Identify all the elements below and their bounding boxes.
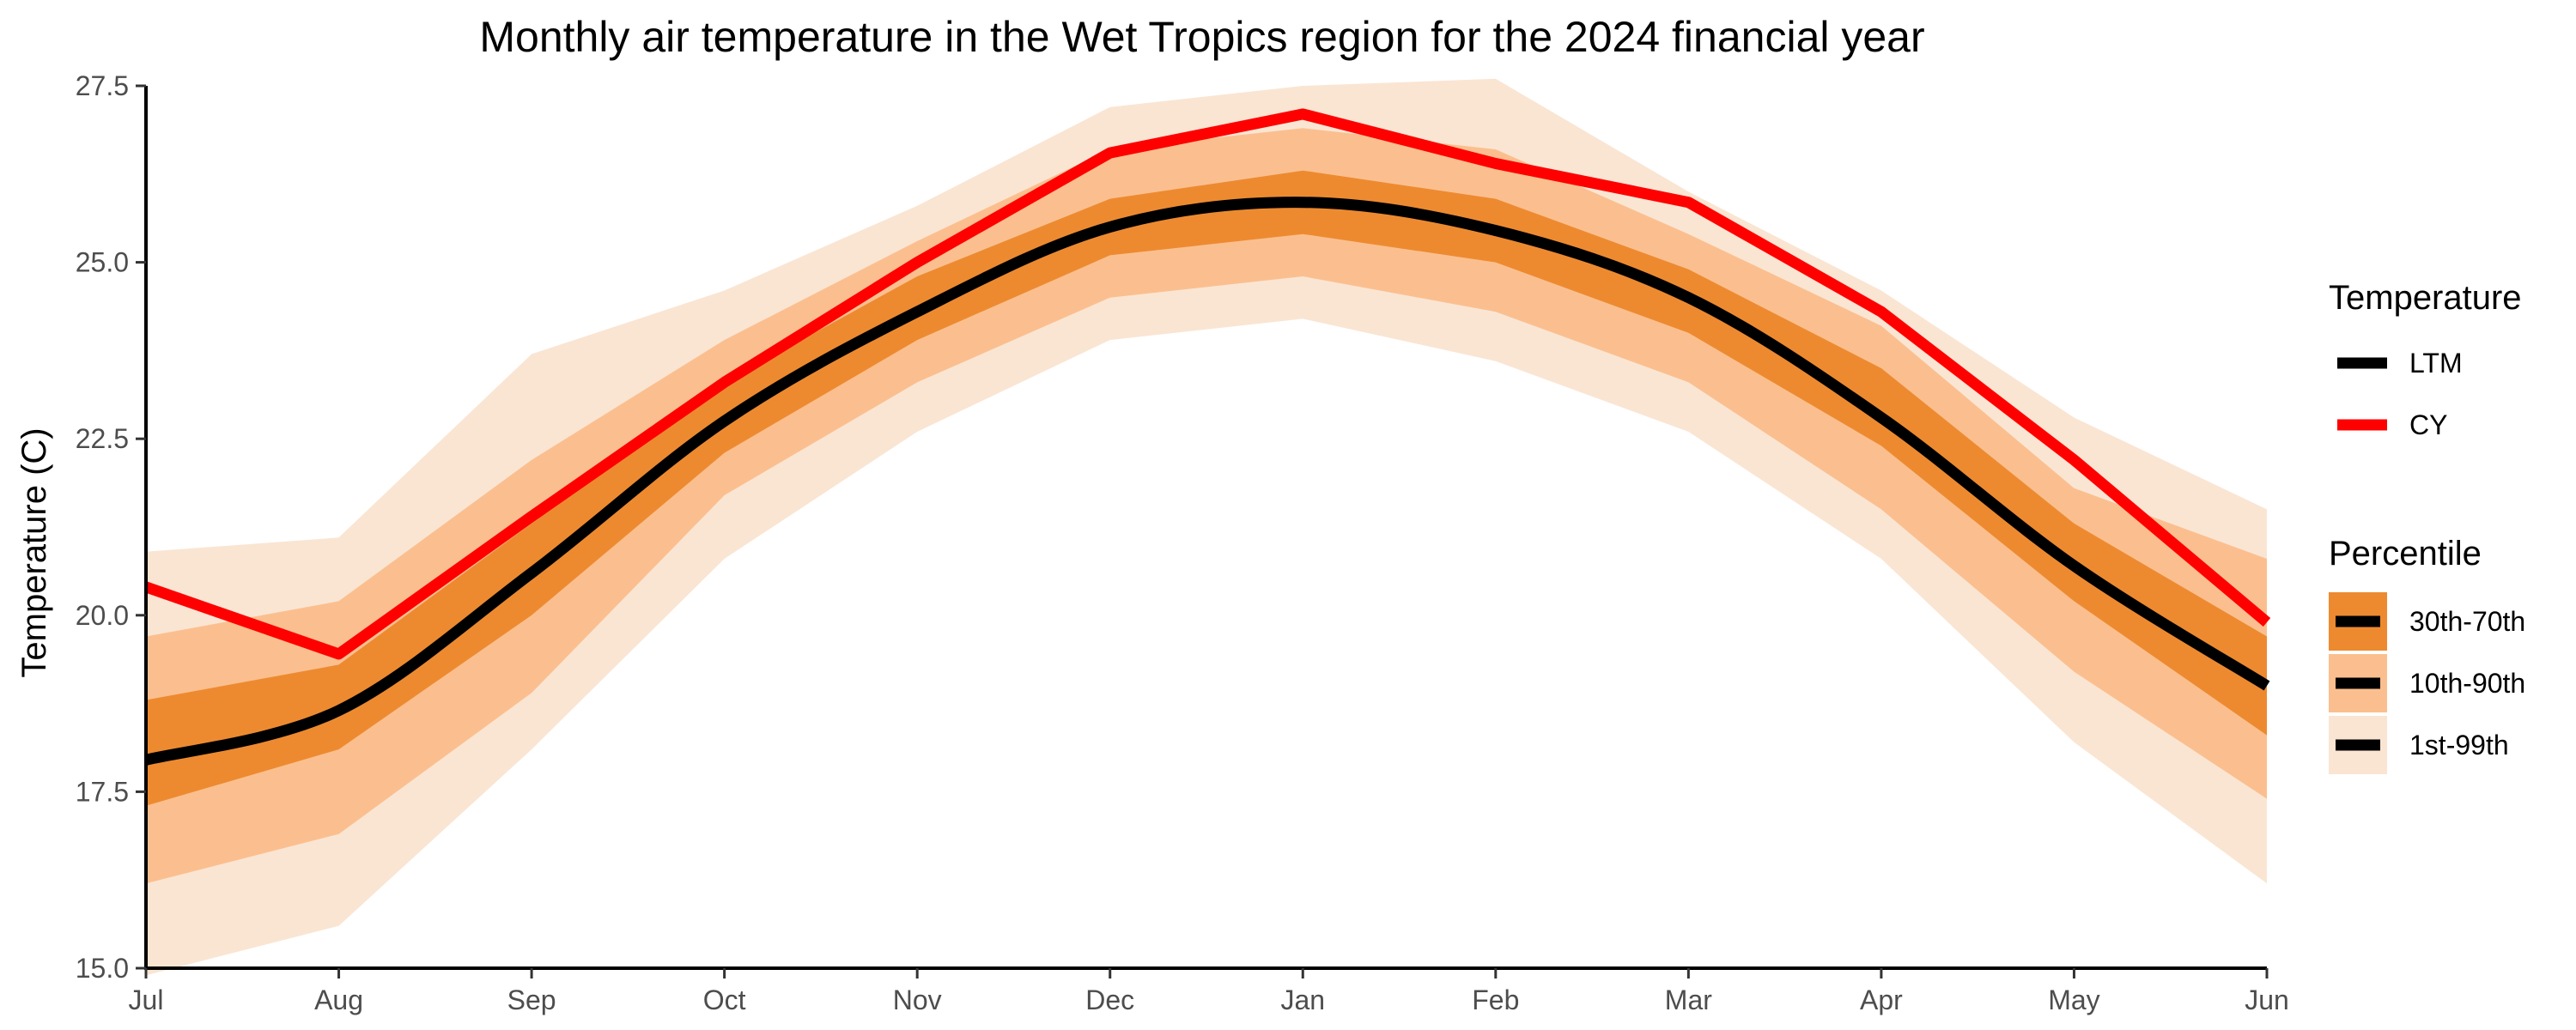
x-tick-label: Dec bbox=[1085, 985, 1134, 1015]
y-tick-label: 27.5 bbox=[76, 70, 129, 101]
chart-title: Monthly air temperature in the Wet Tropi… bbox=[479, 13, 1924, 61]
x-tick-label: Mar bbox=[1665, 985, 1712, 1015]
legend-title-temperature: Temperature bbox=[2329, 279, 2522, 317]
series-line-ltm bbox=[144, 197, 2270, 766]
y-tick-label: 17.5 bbox=[76, 776, 129, 807]
percentile-bands bbox=[146, 78, 2267, 976]
x-tick-label: May bbox=[2048, 985, 2099, 1015]
legend-label-ltm: LTM bbox=[2409, 348, 2463, 379]
legend-label-30th-70th: 30th-70th bbox=[2409, 606, 2525, 637]
series-lines bbox=[143, 108, 2271, 766]
y-tick-labels: 15.0 17.5 20.0 22.5 25.0 27.5 bbox=[76, 70, 129, 984]
legend-label-10th-90th: 10th-90th bbox=[2409, 668, 2525, 699]
x-tick-label: Jan bbox=[1280, 985, 1325, 1015]
series-line-cy bbox=[143, 108, 2271, 660]
x-tick-label: Jul bbox=[129, 985, 164, 1015]
y-axis-title: Temperature (C) bbox=[15, 427, 53, 677]
y-tick-label: 22.5 bbox=[76, 423, 129, 454]
x-tick-label: Nov bbox=[893, 985, 942, 1015]
legend-title-percentile: Percentile bbox=[2329, 535, 2482, 573]
legend-label-1st-99th: 1st-99th bbox=[2409, 730, 2509, 760]
x-tick-label: Oct bbox=[703, 985, 746, 1015]
x-tick-labels: Jul Aug Sep Oct Nov Dec Jan Feb Mar Apr May Jun bbox=[129, 985, 2289, 1015]
x-tick-label: Aug bbox=[314, 985, 363, 1015]
x-tick-label: Jun bbox=[2245, 985, 2289, 1015]
x-tick-label: Sep bbox=[507, 985, 556, 1015]
x-tick-label: Feb bbox=[1472, 985, 1519, 1015]
x-tick-label: Apr bbox=[1860, 985, 1903, 1015]
y-tick-label: 25.0 bbox=[76, 247, 129, 278]
axes bbox=[136, 84, 2269, 978]
legend: Temperature Percentile LTM CY 30th-70th 10t… bbox=[2329, 279, 2525, 774]
legend-label-cy: CY bbox=[2409, 409, 2447, 440]
y-tick-label: 20.0 bbox=[76, 600, 129, 631]
y-tick-label: 15.0 bbox=[76, 953, 129, 984]
